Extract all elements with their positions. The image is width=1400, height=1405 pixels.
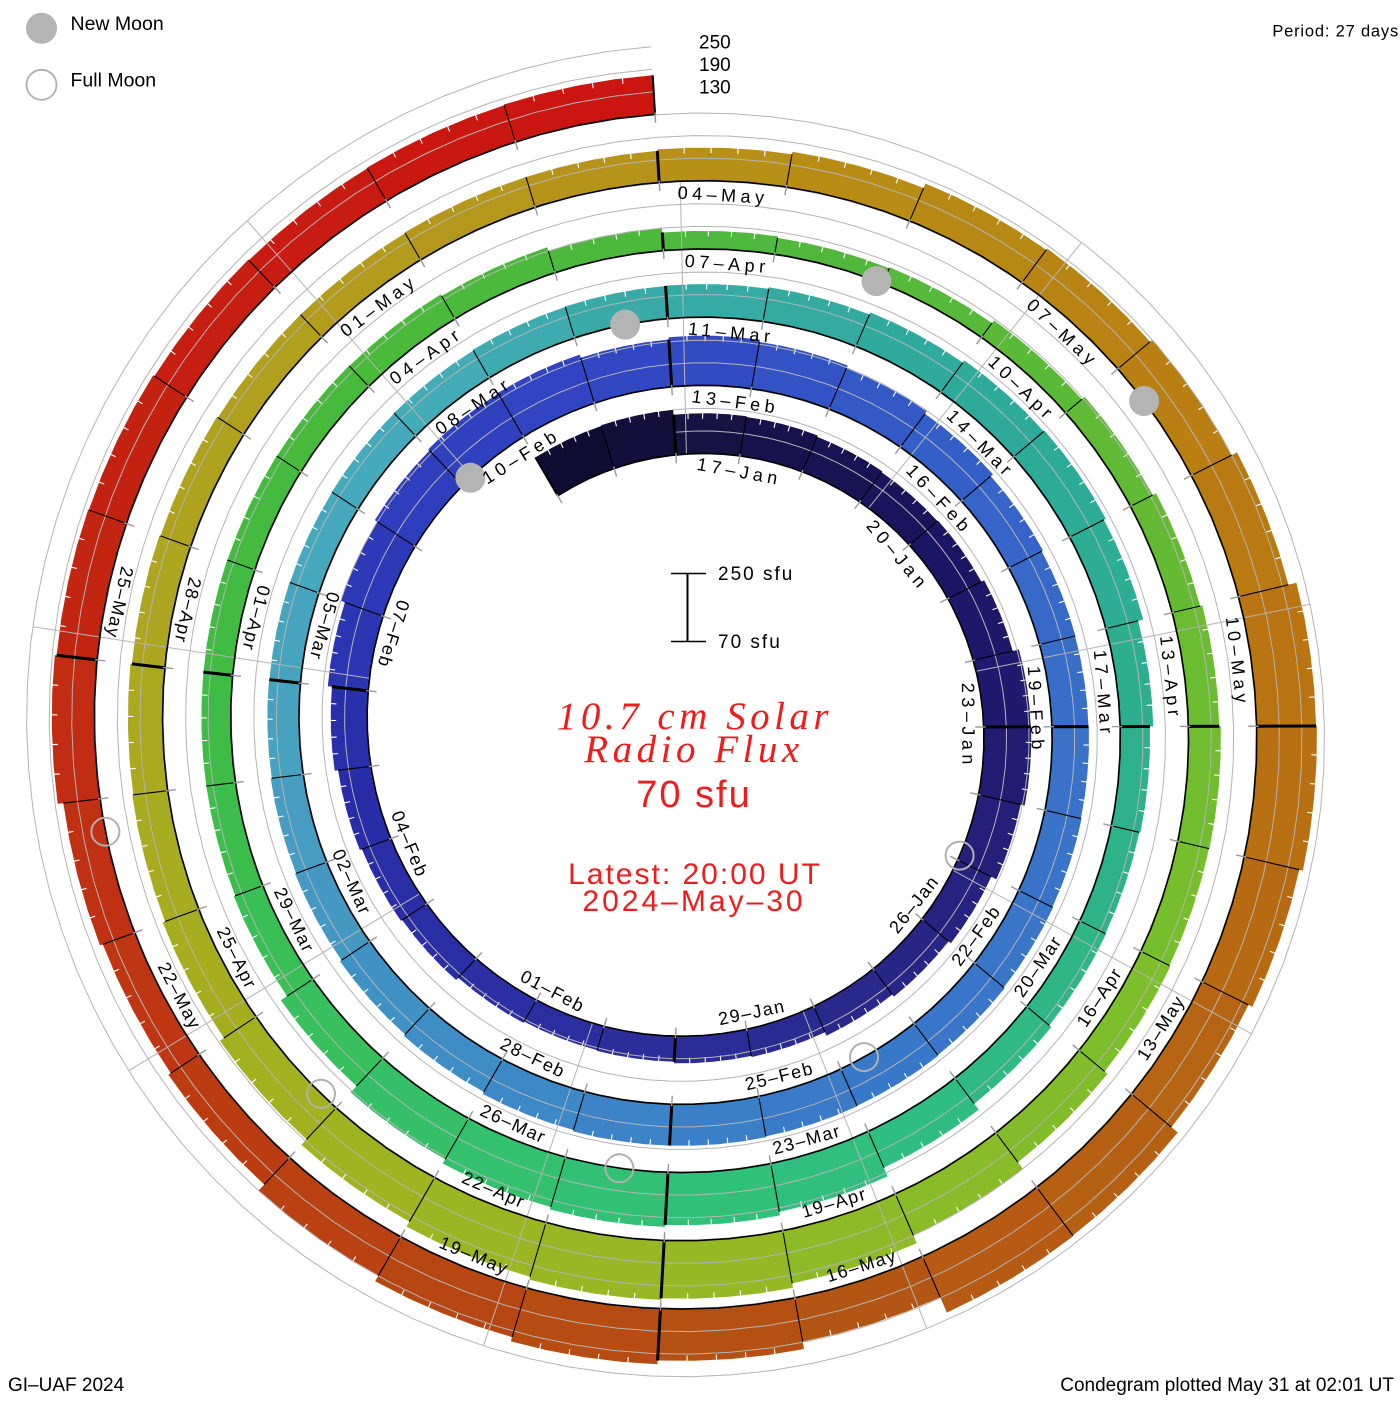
svg-text:Condegram plotted May 31 at 02: Condegram plotted May 31 at 02:01 UT — [1060, 1375, 1394, 1396]
svg-text:250 sfu: 250 sfu — [718, 564, 794, 585]
svg-text:2024–May–30: 2024–May–30 — [582, 885, 805, 918]
svg-text:23–Jan: 23–Jan — [958, 683, 979, 769]
svg-text:Radio Flux: Radio Flux — [583, 728, 803, 771]
svg-text:70 sfu: 70 sfu — [718, 632, 782, 653]
svg-text:70 sfu: 70 sfu — [636, 774, 752, 816]
svg-text:GI–UAF 2024: GI–UAF 2024 — [8, 1375, 125, 1396]
svg-text:130: 130 — [699, 78, 731, 99]
svg-text:250: 250 — [699, 33, 731, 54]
svg-text:190: 190 — [699, 55, 731, 76]
svg-text:Period: 27 days: Period: 27 days — [1272, 23, 1399, 41]
svg-text:New Moon: New Moon — [71, 13, 164, 35]
svg-text:Full Moon: Full Moon — [71, 70, 157, 92]
